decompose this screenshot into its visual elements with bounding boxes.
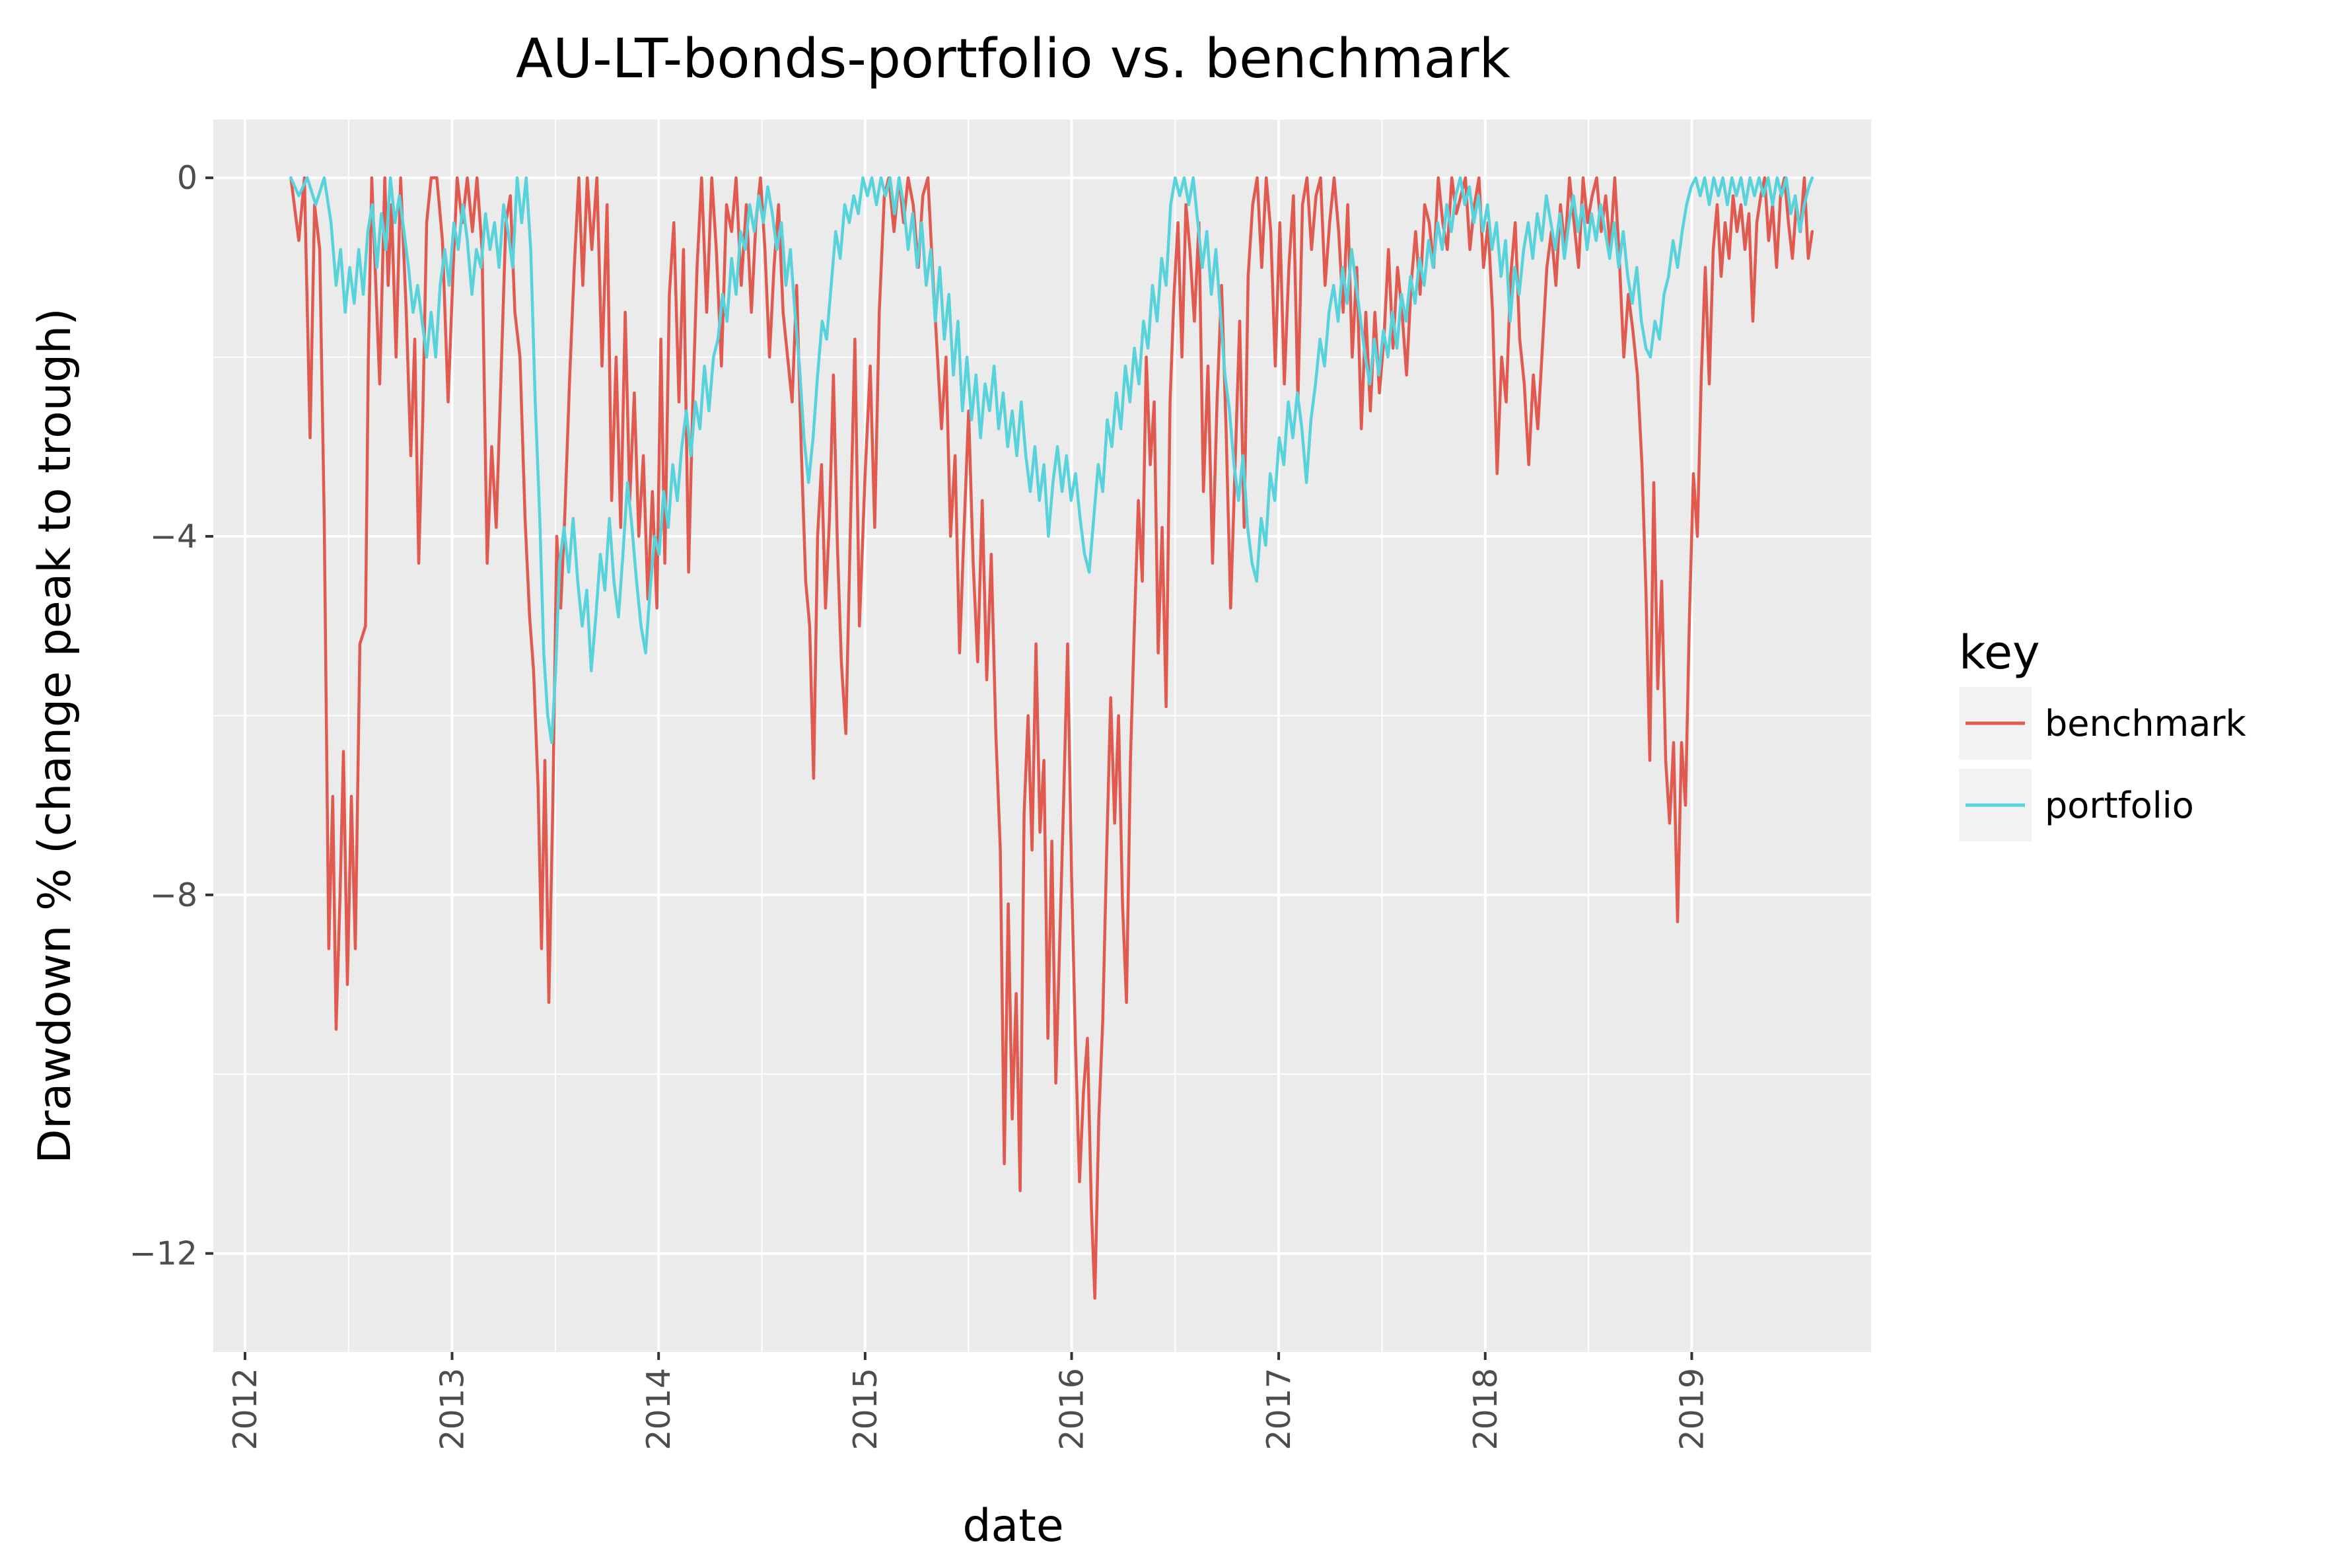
x-axis-title: date [962, 1500, 1063, 1552]
legend-title: key [1959, 625, 2040, 680]
grid-minor [213, 120, 1871, 1352]
legend-label-benchmark: benchmark [2045, 703, 2247, 744]
x-tick-label: 2014 [640, 1368, 678, 1450]
chart-title: AU-LT-bonds-portfolio vs. benchmark [516, 28, 1510, 90]
x-axis: 2012 2013 2014 2015 2016 2017 2018 2019 [227, 1352, 1711, 1450]
series-layer [289, 176, 1814, 1300]
y-axis-title: Drawdown % (change peak to trough) [29, 308, 81, 1164]
x-tick-label: 2016 [1053, 1368, 1091, 1450]
x-tick-label: 2017 [1260, 1368, 1298, 1450]
legend-label-portfolio: portfolio [2045, 785, 2194, 826]
series-line-benchmark [289, 176, 1814, 1300]
y-tick-label: −12 [129, 1235, 197, 1273]
x-tick-label: 2018 [1467, 1368, 1505, 1450]
legend: key benchmark portfolio [1959, 625, 2247, 841]
x-tick-label: 2012 [227, 1368, 264, 1450]
y-tick-label: −4 [150, 518, 197, 555]
x-tick-label: 2015 [847, 1368, 884, 1450]
x-tick-label: 2019 [1673, 1368, 1711, 1450]
series-line-portfolio [289, 176, 1814, 744]
x-tick-label: 2013 [434, 1368, 472, 1450]
grid-major [213, 120, 1871, 1352]
y-tick-label: 0 [177, 159, 197, 197]
plot-panel [213, 120, 1871, 1352]
y-tick-label: −8 [150, 876, 197, 914]
y-axis: 0 −4 −8 −12 [129, 159, 213, 1273]
